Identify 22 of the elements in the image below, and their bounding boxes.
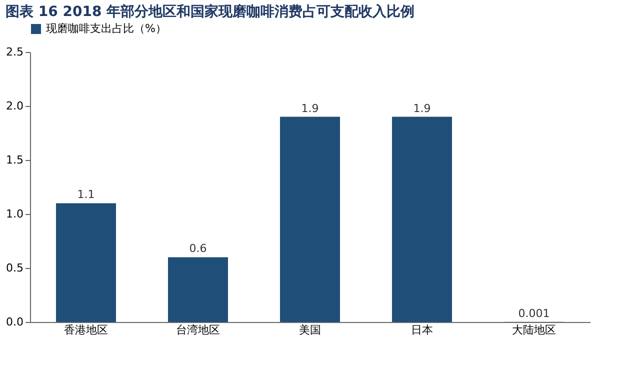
bar [392, 116, 452, 322]
data-label: 1.9 [413, 102, 431, 115]
bar [168, 257, 228, 322]
data-label: 1.1 [77, 188, 95, 202]
data-label: 0.6 [189, 242, 207, 256]
data-label: 1.9 [301, 102, 319, 115]
bar [56, 203, 116, 322]
y-tick-label: 2.5 [6, 46, 24, 58]
y-tick-label: 1.5 [6, 154, 24, 166]
legend-label: 现磨咖啡支出占比（%） [46, 22, 166, 35]
data-label: 0.001 [518, 306, 550, 320]
chart-title: 图表 16 2018 年部分地区和国家现磨咖啡消费占可支配收入比例 [6, 3, 415, 20]
x-tick-label: 大陆地区 [512, 324, 556, 336]
y-tick-label: 0.5 [6, 262, 24, 274]
x-tick-label: 台湾地区 [176, 324, 220, 336]
y-tick-label: 2.0 [6, 100, 24, 112]
x-tick-label: 香港地区 [64, 324, 108, 336]
x-tick-label: 美国 [299, 324, 321, 336]
y-tick-label: 0.0 [6, 316, 24, 328]
x-tick-label: 日本 [411, 324, 433, 336]
y-tick-label: 1.0 [6, 208, 24, 220]
bar [280, 116, 340, 322]
